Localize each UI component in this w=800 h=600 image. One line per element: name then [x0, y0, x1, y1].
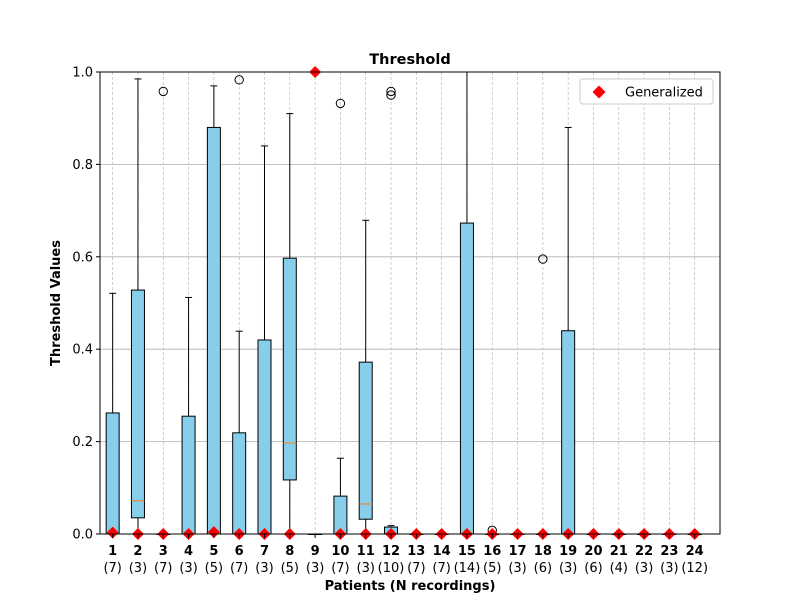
- legend-label: Generalized: [625, 86, 703, 101]
- iqr-box: [561, 330, 576, 535]
- y-tick-label: 0.2: [72, 435, 93, 450]
- y-tick-label: 0.4: [72, 343, 93, 358]
- plot-area-frame: [99, 71, 721, 535]
- x-tick-count-label: (5): [205, 561, 223, 576]
- x-tick-label: 11: [357, 544, 375, 559]
- x-tick-count-label: (3): [357, 561, 375, 576]
- x-tick-label: 6: [235, 544, 244, 559]
- x-tick-label: 2: [133, 544, 142, 559]
- x-tick-label: 24: [686, 544, 704, 559]
- x-axis-label: Patients (N recordings): [325, 579, 496, 594]
- chart-title: Threshold: [369, 52, 450, 68]
- iqr-box: [358, 361, 373, 520]
- x-tick-label: 1: [108, 544, 117, 559]
- x-tick-count-label: (14): [454, 561, 481, 576]
- legend: Generalized: [579, 78, 714, 105]
- x-tick-label: 19: [559, 544, 577, 559]
- x-tick-label: 12: [382, 544, 400, 559]
- x-tick-label: 10: [331, 544, 349, 559]
- outlier-point: [158, 86, 168, 97]
- y-tick-label: 0.0: [72, 528, 93, 543]
- iqr-box: [130, 289, 145, 519]
- x-tick-label: 8: [285, 544, 294, 559]
- x-tick-label: 18: [534, 544, 552, 559]
- outlier-point: [538, 254, 548, 264]
- x-tick-count-label: (3): [179, 561, 197, 576]
- x-tick-label: 15: [458, 544, 476, 559]
- x-tick-count-label: (5): [281, 561, 299, 576]
- x-tick-label: 21: [610, 544, 628, 559]
- box-patient-5: [206, 85, 221, 535]
- x-tick-count-label: (6): [584, 561, 602, 576]
- x-tick-count-label: (7): [154, 561, 172, 576]
- x-tick-count-label: (3): [306, 561, 324, 576]
- x-tick-count-label: (10): [378, 561, 405, 576]
- x-tick-label: 9: [311, 544, 320, 559]
- outlier-point: [335, 98, 346, 109]
- iqr-box: [181, 415, 196, 535]
- iqr-box: [206, 126, 221, 535]
- x-tick-count-label: (3): [635, 561, 653, 576]
- x-tick-label: 20: [584, 544, 602, 559]
- box-patient-2: [130, 78, 145, 535]
- generalized-marker: [207, 526, 220, 539]
- outlier-point: [386, 86, 396, 97]
- x-tick-label: 23: [660, 544, 678, 559]
- x-tick-count-label: (7): [432, 561, 450, 576]
- x-tick-count-label: (7): [230, 561, 248, 576]
- x-tick-count-label: (3): [129, 561, 147, 576]
- y-axis-ticks: 0.0 0.2 0.4 0.6 0.8 1.0: [72, 66, 100, 543]
- y-tick-label: 1.0: [72, 66, 93, 81]
- legend-diamond-marker: [592, 85, 606, 99]
- x-axis-ticks: 1 (7) 2 (3) 3 (7) 4 (3) 5 (5) 6 (7) 7 (3) 8 (5) 9 (3) 10 (7…: [103, 534, 708, 576]
- x-tick-label: 13: [407, 544, 425, 559]
- iqr-box: [105, 412, 120, 535]
- box-patient-11: [358, 219, 373, 535]
- y-tick-label: 0.6: [72, 250, 93, 265]
- x-tick-count-label: (3): [255, 561, 273, 576]
- x-tick-count-label: (12): [681, 561, 708, 576]
- iqr-box: [232, 432, 247, 535]
- x-tick-count-label: (7): [103, 561, 121, 576]
- x-tick-label: 16: [483, 544, 501, 559]
- x-tick-count-label: (6): [534, 561, 552, 576]
- x-tick-count-label: (4): [610, 561, 628, 576]
- iqr-box: [282, 257, 297, 481]
- outlier-point: [234, 75, 244, 85]
- y-axis-label: Threshold Values: [49, 240, 64, 366]
- box-patient-19: [561, 126, 576, 535]
- generalized-marker: [106, 526, 119, 539]
- x-tick-label: 4: [184, 544, 193, 559]
- iqr-box: [257, 339, 272, 535]
- legend-box: [579, 78, 714, 105]
- x-tick-count-label: (5): [483, 561, 501, 576]
- x-tick-label: 3: [159, 544, 168, 559]
- x-tick-count-label: (3): [660, 561, 678, 576]
- x-tick-count-label: (7): [331, 561, 349, 576]
- x-tick-count-label: (7): [407, 561, 425, 576]
- x-tick-label: 5: [209, 544, 218, 559]
- box-patient-7: [257, 145, 272, 535]
- x-tick-count-label: (3): [508, 561, 526, 576]
- y-tick-label: 0.8: [72, 158, 93, 173]
- x-tick-label: 22: [635, 544, 653, 559]
- x-tick-label: 17: [509, 544, 527, 559]
- iqr-box: [459, 222, 474, 535]
- x-tick-label: 14: [433, 544, 451, 559]
- x-tick-label: 7: [260, 544, 269, 559]
- box-patient-8: [282, 113, 297, 535]
- x-tick-count-label: (3): [559, 561, 577, 576]
- outlier-point: [386, 90, 396, 100]
